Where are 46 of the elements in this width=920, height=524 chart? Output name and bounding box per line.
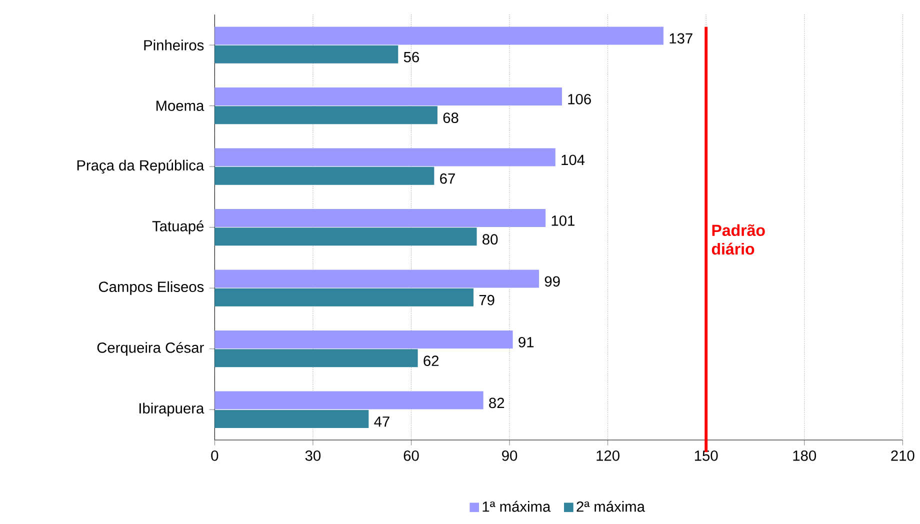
data-label: 137 [670, 33, 692, 44]
x-tick-label: 90 [502, 450, 518, 461]
bar [214, 45, 398, 64]
data-label: 104 [562, 154, 585, 166]
data-label: 68 [443, 112, 458, 124]
data-label: 82 [489, 398, 504, 408]
data-label: 79 [479, 294, 494, 306]
x-tick-label: 150 [694, 450, 718, 461]
x-tick-label: 60 [404, 450, 419, 461]
data-label: 91 [518, 337, 534, 348]
bar [214, 166, 434, 185]
bar [214, 349, 418, 368]
bar [214, 270, 540, 288]
y-tick-label: Moema [156, 100, 204, 111]
bar [214, 330, 513, 349]
data-label: 56 [404, 52, 419, 62]
bar [214, 148, 556, 166]
data-label: 67 [440, 173, 455, 184]
legend-label: 1ª máxima [482, 500, 551, 512]
data-label: 106 [568, 94, 591, 104]
y-tick-label: Pinheiros [144, 40, 204, 50]
x-tick-label: 180 [793, 450, 816, 461]
data-label: 99 [544, 276, 560, 287]
bar [214, 288, 474, 306]
data-label: 80 [482, 234, 498, 245]
ref-line-label: Padrão diário [712, 224, 765, 255]
data-label: 62 [424, 356, 439, 366]
y-tick-label: Praça da República [77, 160, 204, 174]
x-tick-label: 30 [305, 450, 321, 461]
bar [214, 209, 546, 227]
y-tick-label: Cerqueira César [97, 342, 204, 356]
data-label: 101 [552, 215, 574, 226]
y-tick-label: Campos Eliseos [98, 281, 204, 295]
bar [214, 26, 664, 45]
x-tick-label: 0 [211, 450, 218, 461]
data-label: 47 [374, 416, 390, 427]
y-tick-label: Tatuapé [152, 220, 204, 234]
bar [214, 87, 562, 106]
legend-label: 2ª máxima [576, 500, 645, 512]
x-tick-label: 210 [891, 450, 914, 461]
bar [214, 228, 477, 246]
x-tick-label: 120 [596, 450, 620, 461]
bar [214, 106, 438, 124]
bar [214, 391, 484, 410]
bar [214, 410, 369, 428]
y-tick-label: Ibirapuera [140, 402, 204, 416]
